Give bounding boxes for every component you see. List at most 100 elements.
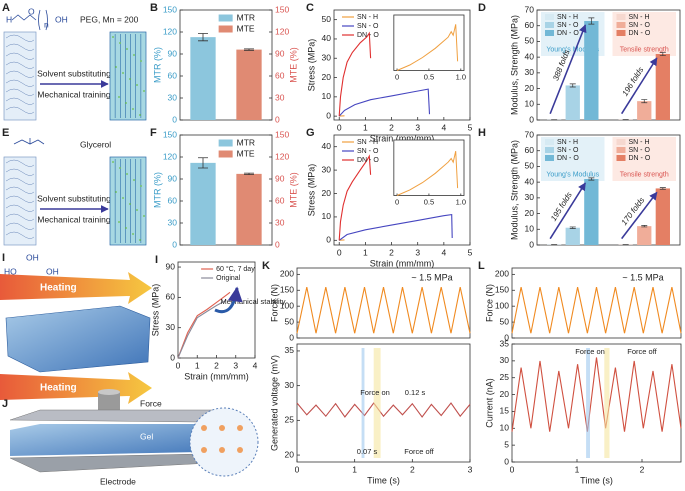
bar <box>565 85 580 120</box>
annotation: Force on <box>575 347 605 356</box>
legend-swatch <box>616 14 626 20</box>
y-tick-label: 150 <box>280 285 294 295</box>
legend-label: MTE <box>237 148 255 158</box>
gel-label: Gel <box>140 431 153 441</box>
panel-letter: B <box>150 2 158 14</box>
crosslink <box>112 36 114 38</box>
series-line <box>338 31 372 117</box>
y-tick-label: 20 <box>525 208 535 218</box>
legend-label: SN - H <box>557 14 578 21</box>
legend-label: SN - H <box>629 139 650 146</box>
ion <box>237 425 243 431</box>
x-tick-label: 1 <box>575 464 580 474</box>
step-label: Mechanical training <box>37 89 111 99</box>
inset-x-tick-label: 0.5 <box>424 72 434 81</box>
series-line <box>177 291 231 359</box>
panel-letter: J <box>2 398 8 410</box>
crosslink <box>125 102 127 104</box>
y-axis-label: Current (nA) <box>484 378 494 428</box>
x-axis-label: Time (s) <box>580 475 613 485</box>
heating-label: Heating <box>40 283 77 294</box>
x-tick-label: 2 <box>410 464 415 474</box>
polymer-chain <box>5 61 35 69</box>
legend-label: SN - O <box>557 22 579 29</box>
y-tick-label: 35 <box>500 338 510 348</box>
force-off-shade <box>373 348 381 458</box>
y-tick-label: 0 <box>504 456 509 466</box>
polymer-chain <box>5 186 35 194</box>
y-tick-label: 0 <box>326 110 331 120</box>
legend-swatch <box>616 30 626 36</box>
panel-letter: I <box>2 252 5 264</box>
molecule-bonds <box>11 9 48 31</box>
y-axis-label: Stress (MPa) <box>306 39 316 92</box>
trained-gel <box>109 31 147 121</box>
fold-arrow <box>620 57 658 115</box>
inset-x-tick-label: 1.0 <box>456 72 466 81</box>
y-tick-label: 10 <box>322 211 332 221</box>
y-tick-label: 100 <box>280 300 294 310</box>
y2-axis-label: MTE (%) <box>288 172 298 208</box>
gel-block <box>3 156 37 246</box>
y-tick-label: 20 <box>525 83 535 93</box>
x-tick-label: 0 <box>337 122 342 132</box>
series-line <box>296 286 471 334</box>
x-tick-label: 5 <box>468 247 473 257</box>
legend-swatch <box>616 147 626 153</box>
y-tick-label: 30 <box>168 217 178 227</box>
group-label: Young's Modulus <box>546 171 599 178</box>
legend-label: MTR <box>237 12 255 22</box>
y2-tick-label: 30 <box>275 217 285 227</box>
error-bar <box>198 33 208 42</box>
y-axis-label: MTR (%) <box>152 172 162 208</box>
y-tick-label: 120 <box>163 151 177 161</box>
legend-swatch <box>218 14 233 22</box>
y2-tick-label: 150 <box>275 129 289 139</box>
y-tick-label: 30 <box>500 355 510 365</box>
ion <box>219 425 225 431</box>
force-off-shade <box>604 348 610 458</box>
y-tick-label: 30 <box>285 380 295 390</box>
y-tick-label: 60 <box>166 292 176 302</box>
error-bar <box>588 177 595 181</box>
y-tick-label: 30 <box>525 192 535 202</box>
error-bar <box>641 99 648 104</box>
legend-label: SN - H <box>357 139 378 146</box>
y-tick-label: 50 <box>322 14 332 24</box>
error-bar <box>659 52 666 56</box>
formula-atom: H <box>6 14 12 24</box>
legend-label: SN - H <box>557 139 578 146</box>
y-tick-label: 20 <box>285 449 295 459</box>
legend-label: DN - O <box>557 155 579 162</box>
polymer-chain <box>5 177 35 185</box>
bar <box>584 21 599 120</box>
legend-label: MTE <box>237 23 255 33</box>
error-bar <box>569 226 576 229</box>
y-tick-label: 60 <box>525 145 535 155</box>
series-line <box>511 357 682 432</box>
x-tick-label: 4 <box>441 247 446 257</box>
x-tick-label: 1 <box>363 122 368 132</box>
group-label: Young's Modulus <box>546 46 599 53</box>
x-tick-label: 4 <box>253 360 258 370</box>
error-bar <box>641 225 648 228</box>
bar <box>584 179 599 245</box>
bar <box>190 162 216 245</box>
x-axis-label: Strain (mm/mm) <box>370 133 435 143</box>
polymer-chain <box>5 213 35 221</box>
polymer-chain <box>5 159 35 167</box>
x-tick-label: 0 <box>176 360 181 370</box>
x-axis-label: Strain (mm/mm) <box>184 371 249 381</box>
y-tick-label: 120 <box>163 26 177 36</box>
crosslink <box>115 66 117 68</box>
legend-label: SN - H <box>357 14 378 21</box>
polymer-chain <box>5 222 35 230</box>
x-tick-label: 5 <box>468 122 473 132</box>
plot-frame <box>296 267 471 339</box>
panel-letter: D <box>478 2 486 14</box>
y-tick-label: 50 <box>500 316 510 326</box>
bar <box>236 49 262 120</box>
trained-gel <box>109 156 147 246</box>
y-tick-label: 0 <box>504 332 509 342</box>
crosslink <box>132 233 134 235</box>
